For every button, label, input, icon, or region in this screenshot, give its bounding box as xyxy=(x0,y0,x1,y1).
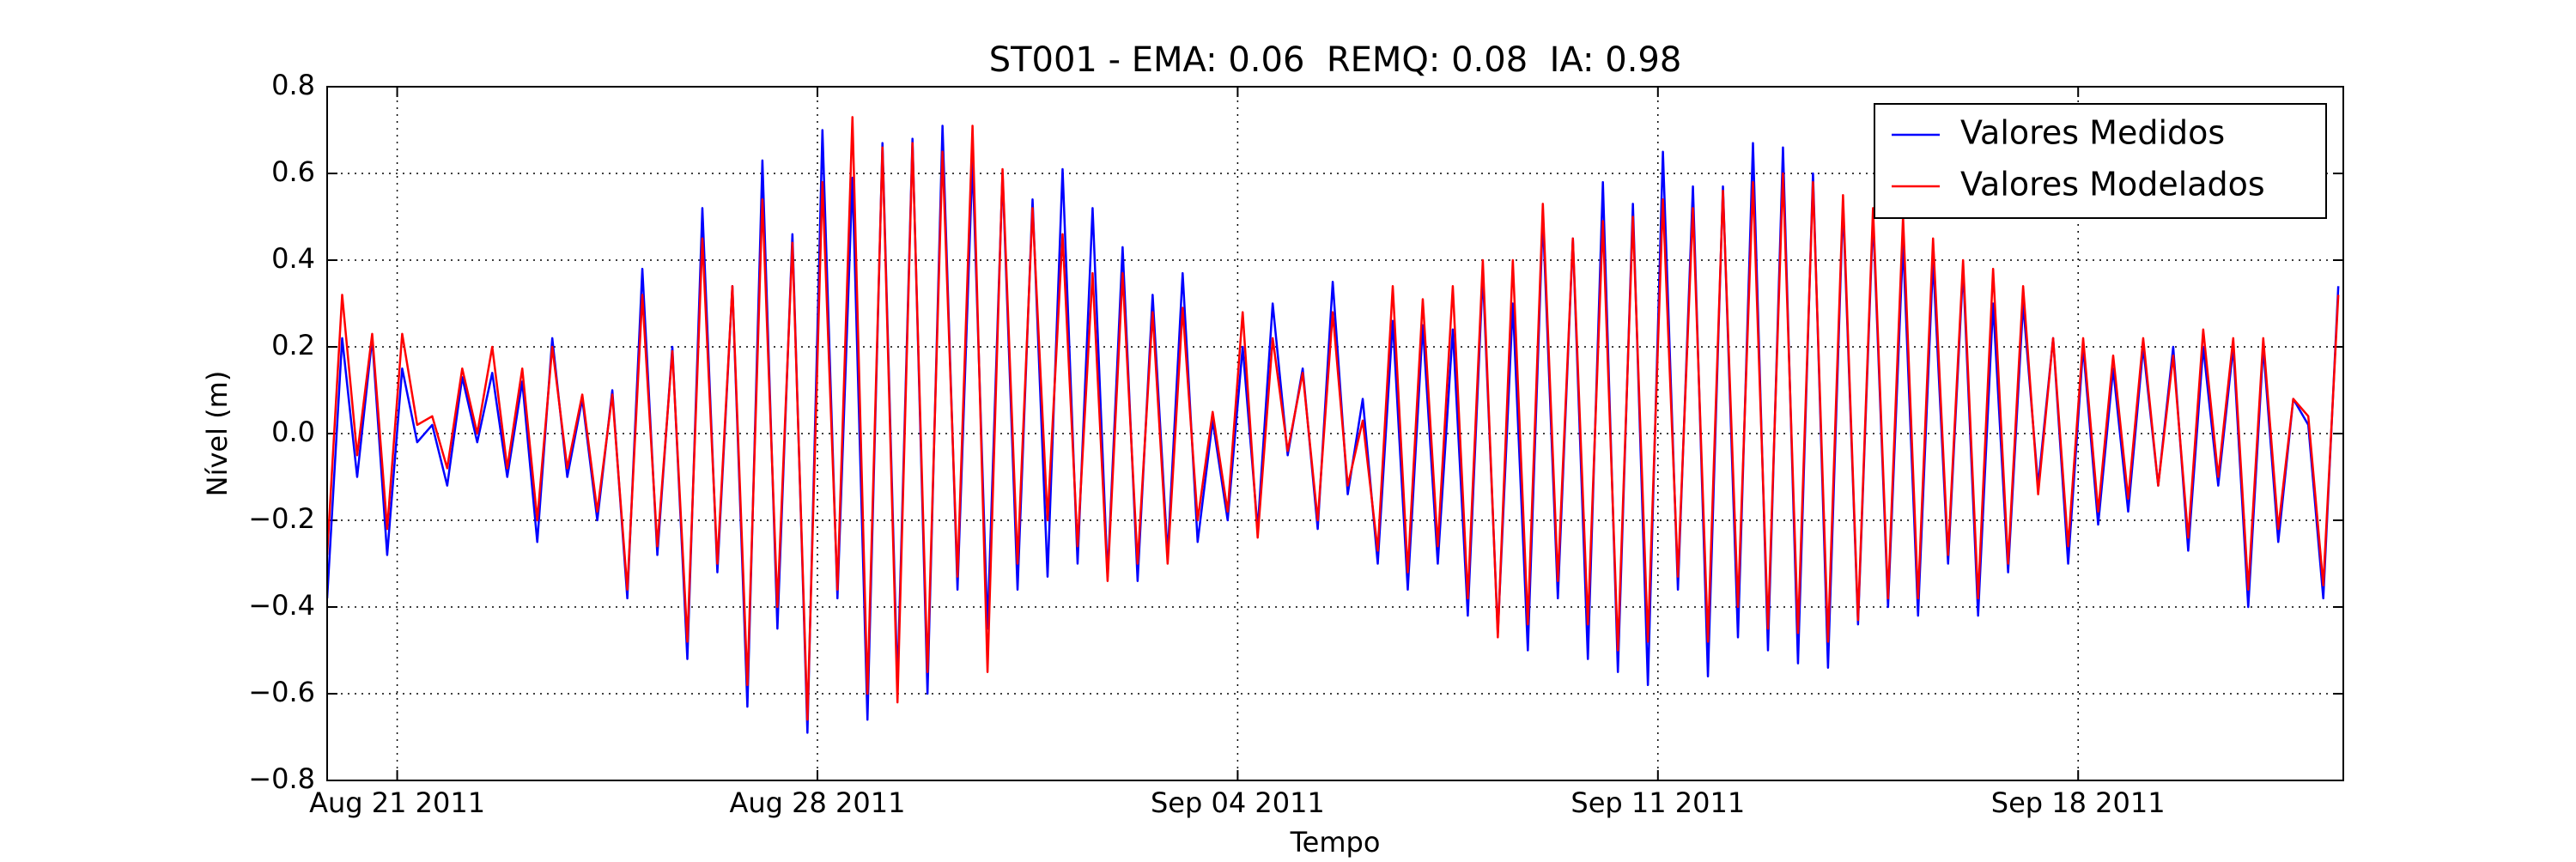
y-tick-label: 0.8 xyxy=(271,69,315,101)
legend-label: Valores Medidos xyxy=(1960,114,2225,152)
y-tick-label: 0.0 xyxy=(271,416,315,448)
x-tick-label: Aug 21 2011 xyxy=(309,786,485,819)
data-line xyxy=(327,116,2340,721)
x-tick-label: Sep 04 2011 xyxy=(1151,786,1325,819)
y-tick-label: 0.4 xyxy=(271,242,315,275)
y-tick-label: 0.2 xyxy=(271,329,315,361)
y-tick-label: −0.2 xyxy=(248,502,315,535)
x-tick-label: Sep 18 2011 xyxy=(1991,786,2166,819)
y-tick-label: −0.4 xyxy=(248,589,315,622)
x-tick-label: Aug 28 2011 xyxy=(729,786,905,819)
x-axis-label: Tempo xyxy=(1290,826,1381,859)
y-tick-label: −0.6 xyxy=(248,676,315,708)
legend-label: Valores Modelados xyxy=(1960,166,2265,203)
y-tick-label: 0.6 xyxy=(271,155,315,188)
y-tick-label: −0.8 xyxy=(248,762,315,795)
x-tick-label: Sep 11 2011 xyxy=(1571,786,1745,819)
chart-title: ST001 - EMA: 0.06 REMQ: 0.08 IA: 0.98 xyxy=(989,40,1682,80)
plot-frame xyxy=(326,86,2344,781)
y-axis-label: Nível (m) xyxy=(201,371,234,497)
legend-box xyxy=(1874,103,2327,219)
